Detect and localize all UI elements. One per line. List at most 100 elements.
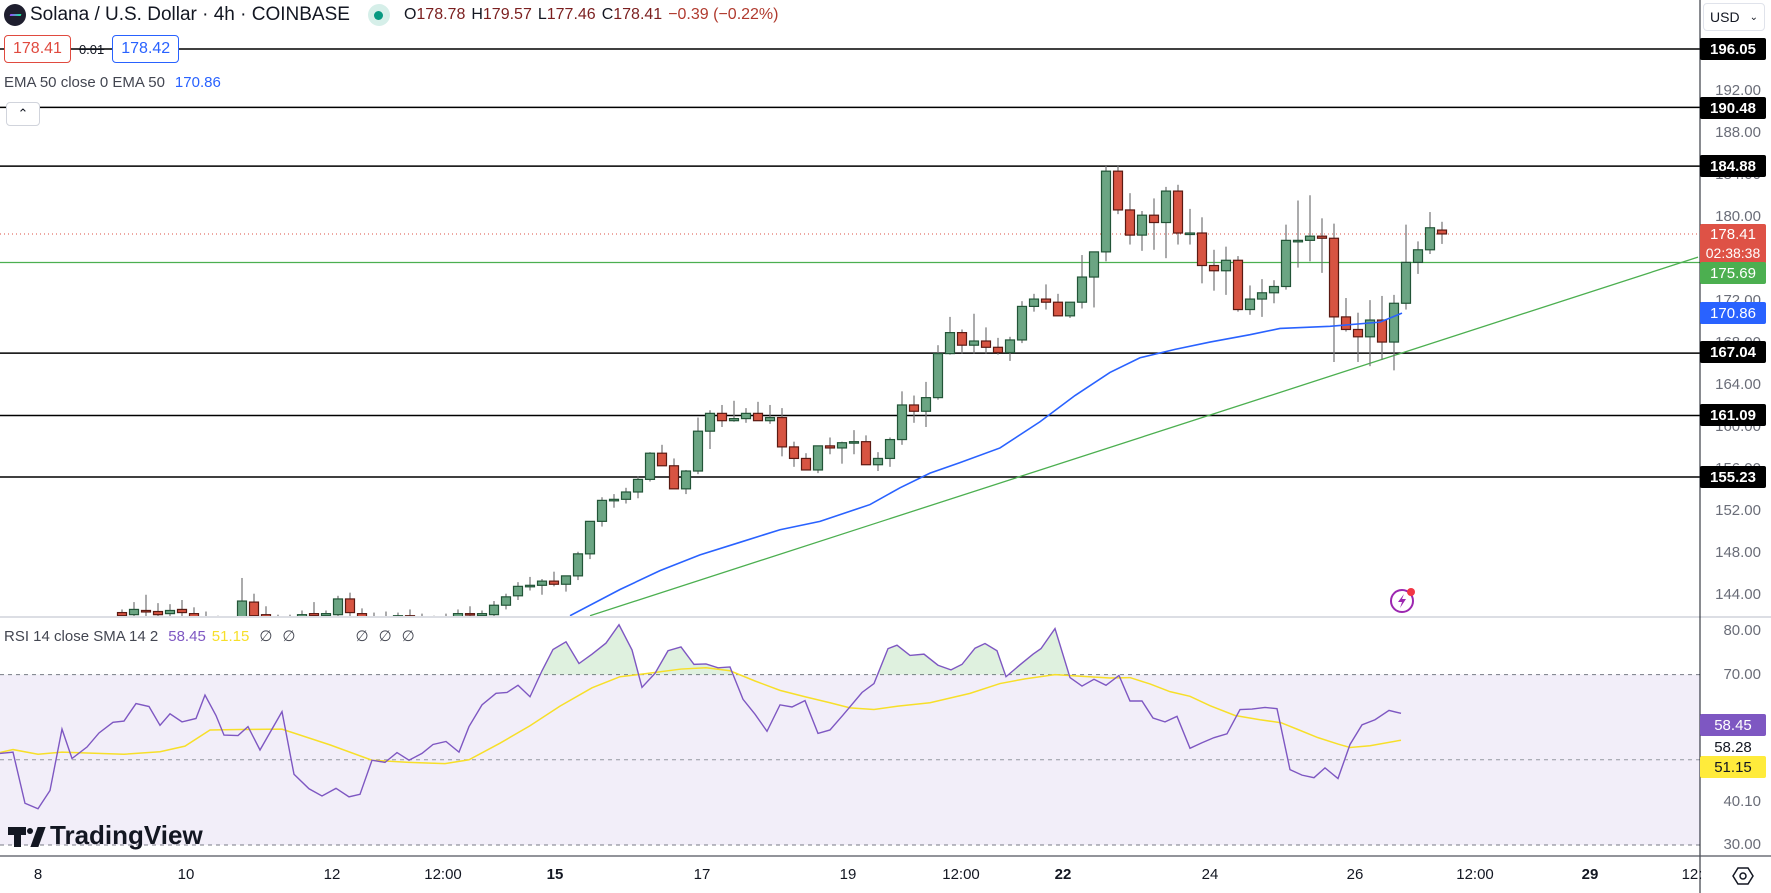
- rsi-mid-value: 58.28: [1714, 738, 1752, 756]
- candle: [1172, 190, 1184, 234]
- time-tick: 22: [1054, 866, 1072, 883]
- candle: [1220, 259, 1232, 272]
- candle: [344, 598, 356, 614]
- candle: [260, 614, 272, 616]
- candle: [418, 618, 427, 621]
- candle: [308, 613, 320, 616]
- watermark-text: TradingView: [50, 820, 203, 850]
- candle: [584, 520, 596, 555]
- rsi-na-5: ∅: [401, 628, 415, 645]
- collapse-legend-button[interactable]: ⌃: [6, 102, 40, 126]
- candle: [1316, 235, 1328, 239]
- candle: [226, 621, 235, 623]
- candle: [764, 416, 776, 422]
- chevron-up-icon: ⌃: [17, 106, 29, 121]
- candle: [944, 332, 956, 355]
- ohlc-high: H179.57: [471, 6, 532, 23]
- lightning-alert-icon[interactable]: [1389, 586, 1417, 614]
- level-tag-155: 155.23: [1700, 466, 1766, 488]
- time-tick: 8: [33, 866, 43, 883]
- time-tick: 12:: [1681, 866, 1703, 883]
- rsi-legend[interactable]: RSI 14 close SMA 14 2 58.45 51.15 ∅ ∅ ∅ …: [4, 627, 415, 646]
- ohlc-low: L177.46: [537, 6, 596, 23]
- ascending-trendline: [589, 256, 1699, 616]
- rsi-na-4: ∅: [378, 628, 392, 645]
- candle: [452, 613, 464, 616]
- candle: [896, 404, 908, 441]
- rsi-tick-80: 80.00: [1723, 622, 1761, 639]
- rsi-line: [0, 623, 1402, 810]
- candle: [248, 601, 260, 616]
- candle: [776, 416, 788, 448]
- rsi-na-2: ∅: [282, 628, 296, 645]
- candle: [1016, 305, 1028, 341]
- candle: [500, 596, 512, 606]
- candle: [1124, 209, 1136, 236]
- chart-settings-button[interactable]: [1732, 865, 1754, 887]
- time-tick: 12:00: [424, 866, 462, 883]
- candle: [824, 445, 836, 449]
- rsi-sma-tag: 51.15: [1700, 756, 1766, 778]
- spread-value: 0.01: [78, 41, 105, 57]
- candle: [608, 498, 620, 502]
- rsi-tick-40: 40.10: [1723, 793, 1761, 810]
- candle: [1136, 214, 1148, 236]
- tradingview-watermark[interactable]: TradingView: [8, 820, 203, 851]
- time-tick: 19: [839, 866, 857, 883]
- time-tick: 24: [1201, 866, 1219, 883]
- market-status-icon[interactable]: [367, 4, 390, 26]
- candle: [1340, 316, 1352, 331]
- time-tick: 10: [177, 866, 195, 883]
- time-tick: 12:00: [1456, 866, 1494, 883]
- symbol-title[interactable]: Solana / U.S. Dollar · 4h · COINBASE: [30, 4, 350, 25]
- candle: [1004, 339, 1016, 354]
- candle: [152, 610, 164, 616]
- last-price-tag: 178.41 02:38:38: [1700, 224, 1766, 264]
- buy-sell-panel: 178.41 0.01 178.42: [4, 35, 180, 63]
- ema-label: EMA 50 close 0 EMA 50: [4, 74, 165, 91]
- candle: [404, 615, 416, 616]
- time-tick: 17: [693, 866, 711, 883]
- candle: [1148, 214, 1160, 224]
- price-tick: 152.00: [1715, 501, 1761, 519]
- candle: [1280, 239, 1292, 288]
- settings-hexagon-icon: [1732, 867, 1754, 885]
- candle: [1112, 170, 1124, 211]
- candle: [836, 442, 848, 449]
- rsi-na-3: ∅: [355, 628, 369, 645]
- currency-select[interactable]: USD ⌄: [1703, 3, 1765, 31]
- time-tick: 26: [1346, 866, 1364, 883]
- candle: [644, 452, 656, 481]
- buy-button[interactable]: 178.42: [112, 35, 180, 63]
- candle: [1292, 239, 1304, 243]
- candle: [274, 619, 283, 625]
- ema-legend[interactable]: EMA 50 close 0 EMA 50 170.86: [4, 74, 221, 91]
- candle: [214, 622, 223, 624]
- candle: [704, 412, 716, 432]
- price-tick: 164.00: [1715, 376, 1761, 394]
- candle: [1196, 232, 1208, 267]
- candle: [512, 585, 524, 597]
- candle: [740, 412, 752, 420]
- candle: [1052, 301, 1064, 317]
- solana-logo-icon: [4, 4, 26, 26]
- candle: [296, 614, 308, 616]
- candle: [560, 575, 572, 585]
- candle: [956, 332, 968, 346]
- candle: [728, 417, 740, 422]
- symbol-legend: Solana / U.S. Dollar · 4h · COINBASE O17…: [4, 3, 784, 27]
- candle: [596, 499, 608, 522]
- ema-value: 170.86: [174, 74, 221, 91]
- candle: [1088, 251, 1100, 278]
- candle: [392, 615, 404, 616]
- candle: [524, 584, 536, 588]
- ohlc-close: C178.41: [601, 6, 663, 23]
- ohlc-open: O178.78: [403, 6, 466, 23]
- candle: [1064, 301, 1076, 317]
- candle: [1100, 170, 1112, 253]
- currency-value: USD: [1710, 9, 1740, 25]
- sell-button[interactable]: 178.41: [4, 35, 71, 63]
- candle: [356, 613, 368, 616]
